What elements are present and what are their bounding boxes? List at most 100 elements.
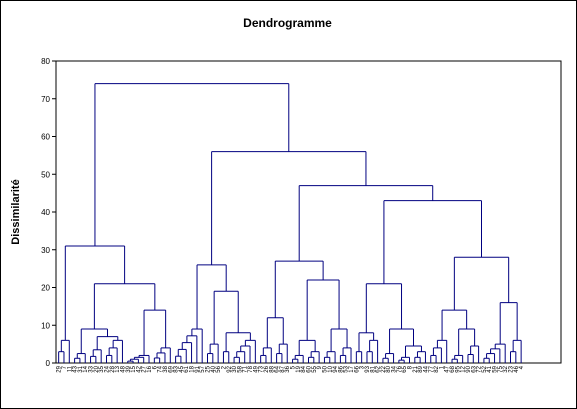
leaf-label: 48 xyxy=(120,365,126,372)
leaf-label: 95 xyxy=(455,365,461,372)
leaf-label: 83 xyxy=(174,365,180,372)
leaf-label: 63 xyxy=(471,365,477,372)
leaf-label: 9 xyxy=(317,365,323,369)
leaf-label: 61 xyxy=(184,365,190,372)
leaf-label: 12 xyxy=(461,365,467,372)
y-tick-label: 0 xyxy=(46,359,51,368)
leaf-label: 25 xyxy=(206,365,212,372)
y-tick-label: 60 xyxy=(41,133,50,142)
leaf-label: 32 xyxy=(503,365,509,372)
leaf-label: 41 xyxy=(487,365,493,372)
leaf-label: 66 xyxy=(354,365,360,372)
leaf-label: 74 xyxy=(158,365,164,372)
leaf-label: 65 xyxy=(402,365,408,372)
leaf-label: 92 xyxy=(227,365,233,372)
leaf-label: 53 xyxy=(344,365,350,372)
leaf-label: 87 xyxy=(280,365,286,372)
leaf-label: 44 xyxy=(423,365,429,372)
leaf-label: 5 xyxy=(291,365,297,369)
leaf-label: 15 xyxy=(131,365,137,372)
leaf-label: 58 xyxy=(237,365,243,372)
leaf-label: 82 xyxy=(434,365,440,372)
leaf-label: 2 xyxy=(221,365,227,369)
y-tick-label: 20 xyxy=(41,284,50,293)
leaf-label: 14 xyxy=(83,365,89,372)
leaf-label: 78 xyxy=(248,365,254,372)
y-tick-label: 10 xyxy=(41,321,50,330)
leaf-label: 93 xyxy=(365,365,371,372)
leaf-label: 57 xyxy=(200,365,206,372)
leaf-label: 22 xyxy=(381,365,387,372)
leaf-label: 56 xyxy=(216,365,222,372)
leaf-label: 84 xyxy=(301,365,307,372)
leaf-label: 7 xyxy=(62,365,68,369)
leaf-label: 75 xyxy=(498,365,504,372)
leaf-label: 13 xyxy=(115,365,121,372)
leaf-label: 81 xyxy=(370,365,376,372)
leaf-label: 90 xyxy=(466,365,472,372)
leaf-label: 40 xyxy=(211,365,217,372)
leaf-label: 60 xyxy=(307,365,313,372)
leaf-label: 68 xyxy=(450,365,456,372)
leaf-label: 73 xyxy=(259,365,265,372)
leaf-label: 24 xyxy=(105,365,111,372)
leaf-label: 76 xyxy=(397,365,403,372)
leaf-label: 46 xyxy=(514,365,520,372)
leaf-label: 49 xyxy=(253,365,259,372)
leaf-label: 45 xyxy=(179,365,185,372)
leaf-label: 47 xyxy=(445,365,451,372)
leaf-label: 91 xyxy=(195,365,201,372)
leaf-label: 23 xyxy=(509,365,515,372)
leaf-label: 72 xyxy=(477,365,483,372)
leaf-label: 10 xyxy=(328,365,334,372)
plot-area xyxy=(55,60,562,364)
y-tick-label: 80 xyxy=(41,57,50,66)
leaf-label: 35 xyxy=(99,365,105,372)
chart-title: Dendrogramme xyxy=(243,16,332,30)
y-tick-label: 40 xyxy=(41,208,50,217)
leaf-label: 86 xyxy=(338,365,344,372)
leaf-label: 19 xyxy=(296,365,302,372)
leaf-label: 21 xyxy=(413,365,419,372)
leaf-label: 26 xyxy=(264,365,270,372)
leaf-label: 77 xyxy=(429,365,435,372)
leaf-label: 38 xyxy=(163,365,169,372)
leaf-label: 43 xyxy=(73,365,79,372)
leaf-label: 33 xyxy=(89,365,95,372)
leaf-label: 28 xyxy=(110,365,116,372)
leaf-label: 34 xyxy=(392,365,398,372)
leaf-label: 16 xyxy=(147,365,153,372)
leaf-label: 31 xyxy=(78,365,84,372)
leaf-label: 62 xyxy=(376,365,382,372)
leaf-label: 1 xyxy=(439,365,445,369)
leaf-label: 8 xyxy=(408,365,414,369)
leaf-label: 80 xyxy=(386,365,392,372)
y-tick-label: 50 xyxy=(41,170,50,179)
leaf-label: 11 xyxy=(67,365,73,372)
leaf-label: 59 xyxy=(493,365,499,372)
leaf-label: 52 xyxy=(482,365,488,372)
leaf-label: 64 xyxy=(275,365,281,372)
leaf-label: 17 xyxy=(349,365,355,372)
leaf-label: 27 xyxy=(142,365,148,372)
y-tick-label: 30 xyxy=(41,246,50,255)
leaf-label: 30 xyxy=(232,365,238,372)
leaf-label: 20 xyxy=(94,365,100,372)
leaf-label: 6 xyxy=(152,365,158,369)
leaf-label: 94 xyxy=(333,365,339,372)
leaf-label: 29 xyxy=(57,365,63,372)
leaf-label: 55 xyxy=(312,365,318,372)
leaf-label: 36 xyxy=(285,365,291,372)
leaf-label: 18 xyxy=(190,365,196,372)
leaf-label: 89 xyxy=(418,365,424,372)
leaf-label: 50 xyxy=(322,365,328,372)
leaf-label: 69 xyxy=(168,365,174,372)
y-tick-label: 70 xyxy=(41,95,50,104)
leaf-label: 42 xyxy=(136,365,142,372)
leaf-label: 71 xyxy=(243,365,249,372)
leaf-label: 3 xyxy=(360,365,366,369)
leaf-label: 39 xyxy=(126,365,132,372)
leaf-label: 4 xyxy=(519,365,525,369)
